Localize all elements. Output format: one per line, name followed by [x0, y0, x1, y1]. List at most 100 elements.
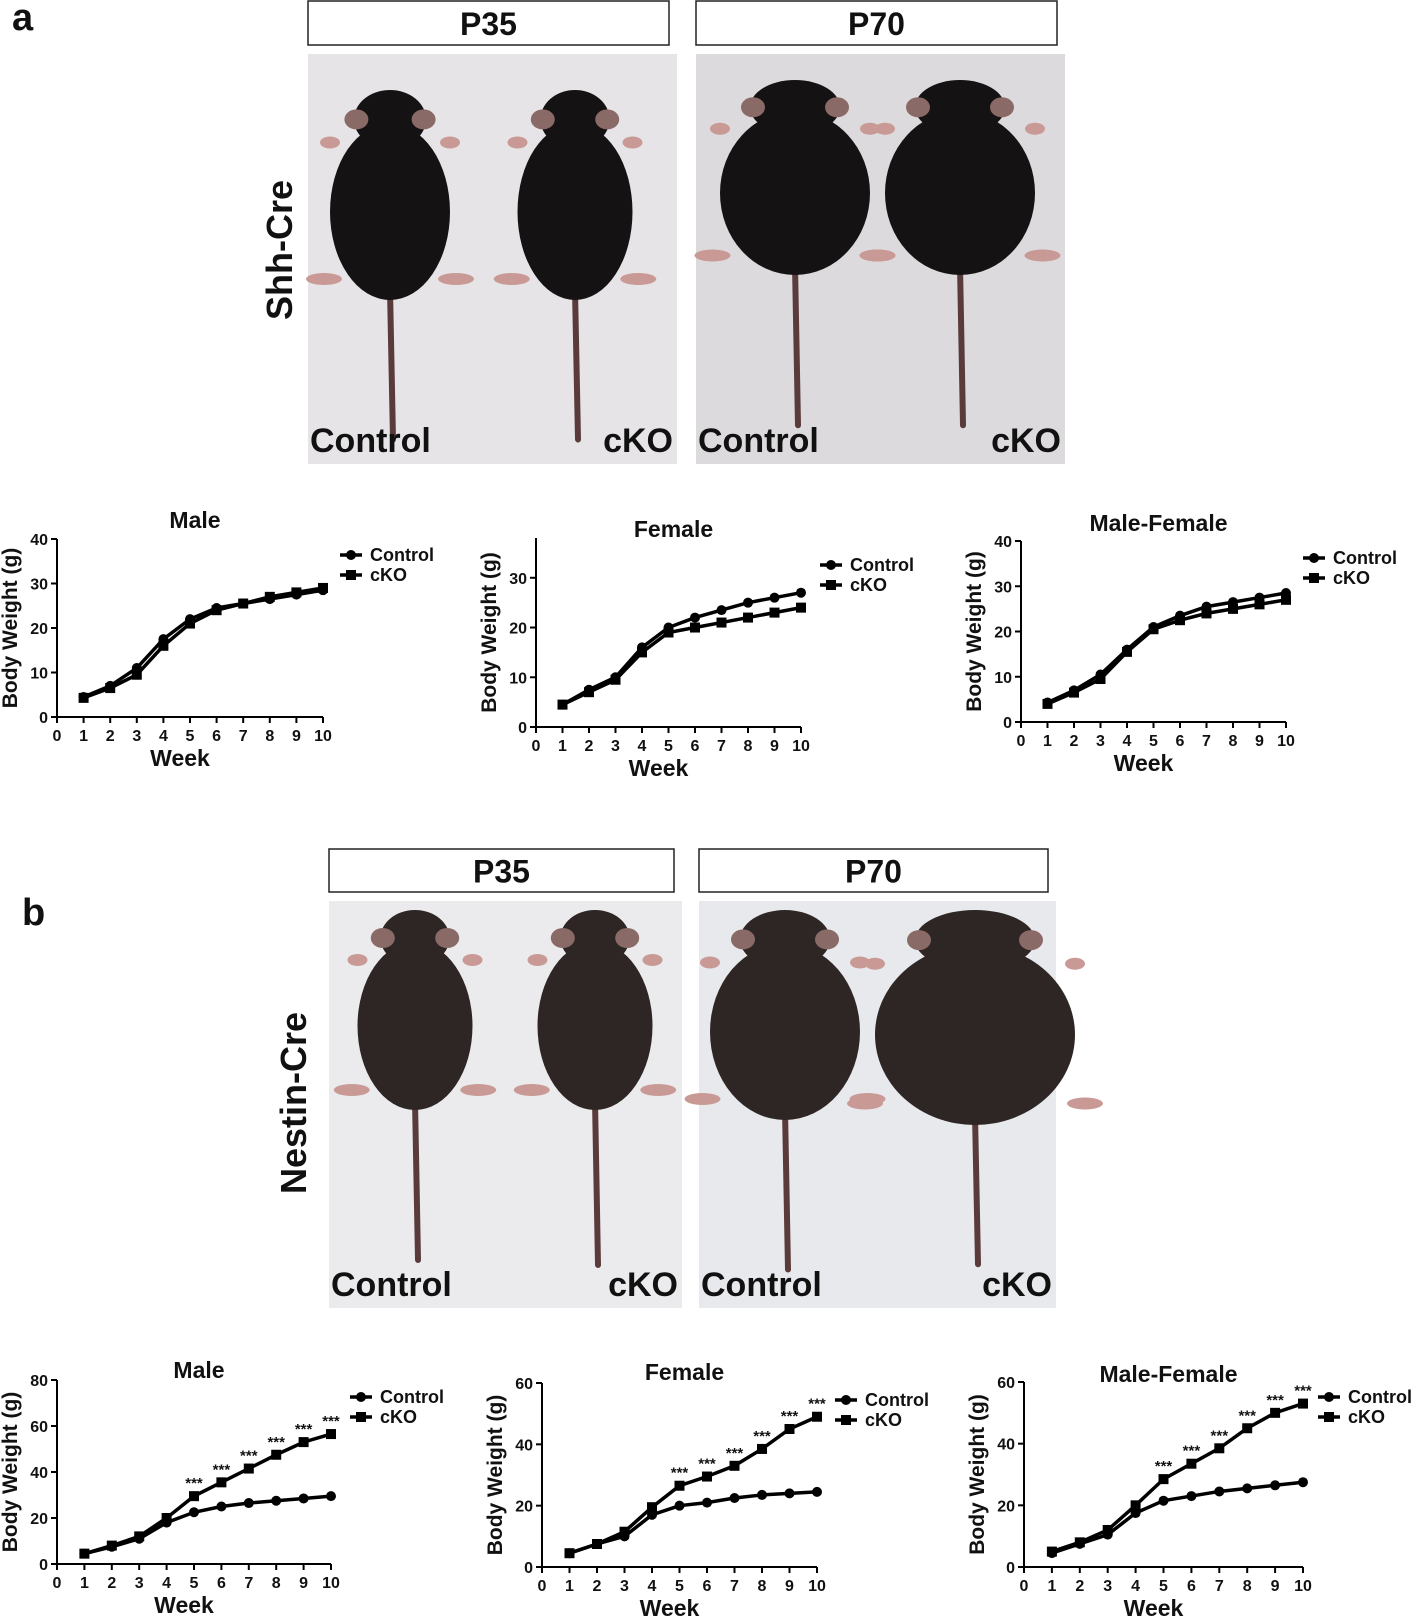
significance: ***: [753, 1428, 771, 1445]
paw: [850, 956, 870, 969]
stage-label: P35: [473, 854, 530, 890]
x-tick-label: 6: [1187, 1578, 1196, 1595]
marker: [784, 1488, 795, 1499]
marker: [796, 587, 806, 598]
stage-label: P70: [845, 854, 902, 890]
marker: [1046, 1546, 1057, 1557]
significance: ***: [671, 1465, 689, 1482]
marker: [743, 597, 753, 608]
marker: [716, 605, 727, 616]
legend-label: cKO: [1333, 568, 1370, 588]
legend-marker: [346, 550, 356, 560]
marker: [690, 612, 700, 623]
x-tick-label: 4: [638, 738, 647, 755]
x-tick-label: 10: [314, 728, 332, 745]
x-tick-label: 1: [79, 728, 88, 745]
marker: [161, 1513, 172, 1523]
series-line: [83, 1432, 332, 1556]
marker: [238, 598, 249, 609]
body: [357, 942, 473, 1110]
marker: [1186, 1458, 1197, 1469]
significance: ***: [267, 1434, 285, 1451]
legend-marker: [1309, 553, 1319, 563]
x-tick-label: 4: [1123, 733, 1132, 750]
photo-label: cKO: [991, 422, 1061, 460]
y-tick-label: 60: [997, 1375, 1015, 1392]
stage-box: [695, 0, 1058, 46]
paw: [700, 956, 720, 969]
marker: [216, 1501, 227, 1512]
significance: ***: [808, 1396, 826, 1413]
marker: [1270, 1407, 1281, 1418]
photo-label: Control: [701, 1266, 822, 1304]
marker: [812, 1486, 822, 1497]
paw: [440, 136, 460, 149]
marker: [757, 1489, 767, 1500]
x-tick-label: 5: [1149, 733, 1158, 750]
x-tick-label: 3: [620, 1578, 629, 1595]
body: [720, 111, 870, 275]
legend-marker: [826, 580, 836, 590]
marker: [1186, 1491, 1197, 1502]
paw: [1065, 957, 1085, 970]
x-tick-label: 1: [1047, 1578, 1056, 1595]
legend-marker: [346, 570, 356, 580]
x-tick-label: 4: [159, 728, 168, 745]
marker: [211, 605, 222, 616]
ear: [550, 928, 575, 948]
marker: [264, 591, 275, 602]
ear: [990, 97, 1014, 118]
x-tick-label: 9: [785, 1578, 794, 1595]
marker: [134, 1531, 145, 1542]
marker: [1069, 687, 1079, 698]
chart-title: Female: [634, 516, 713, 542]
marker: [1242, 1483, 1253, 1494]
tail: [412, 1097, 421, 1263]
y-tick-label: 0: [1003, 715, 1012, 732]
legend-label: cKO: [370, 565, 407, 585]
marker: [1175, 615, 1185, 626]
x-tick-label: 7: [239, 728, 248, 745]
marker: [729, 1493, 740, 1503]
photo-label: cKO: [608, 1266, 678, 1304]
panel-label: a: [12, 0, 34, 39]
y-tick-label: 40: [997, 1437, 1015, 1454]
x-tick-label: 3: [132, 728, 141, 745]
head: [740, 910, 830, 969]
paw: [462, 954, 483, 966]
chart-title: Male-Female: [1089, 510, 1227, 536]
ear: [370, 928, 395, 948]
driver-label: Nestin-Cre: [273, 1012, 314, 1194]
tail: [782, 1106, 791, 1273]
y-axis-label: Body Weight (g): [963, 551, 986, 712]
y-tick-label: 40: [30, 532, 48, 549]
marker: [158, 640, 169, 651]
marker: [716, 617, 727, 628]
paw: [333, 1084, 370, 1096]
x-tick-label: 2: [107, 1575, 116, 1592]
tail: [972, 1111, 981, 1268]
marker: [1298, 1477, 1308, 1488]
marker: [243, 1498, 254, 1509]
marker: [1228, 603, 1238, 614]
ear: [411, 109, 436, 130]
x-tick-label: 4: [162, 1575, 171, 1592]
marker: [326, 1429, 336, 1440]
y-axis-label: Body Weight (g): [0, 548, 22, 709]
x-tick-label: 0: [532, 738, 541, 755]
y-tick-label: 30: [30, 577, 48, 594]
x-tick-label: 7: [244, 1575, 253, 1592]
photo: [694, 54, 1065, 464]
x-tick-label: 5: [664, 738, 673, 755]
series-line: [82, 586, 324, 700]
marker: [592, 1539, 602, 1549]
ear: [530, 109, 555, 130]
x-tick-label: 9: [299, 1575, 308, 1592]
paw: [847, 1097, 883, 1110]
paw: [438, 273, 474, 285]
legend-label: Control: [850, 555, 914, 575]
photo-label: cKO: [603, 422, 673, 460]
y-axis-label: Body Weight (g): [484, 1395, 507, 1556]
paw: [493, 273, 530, 285]
stage-box: [698, 848, 1049, 893]
